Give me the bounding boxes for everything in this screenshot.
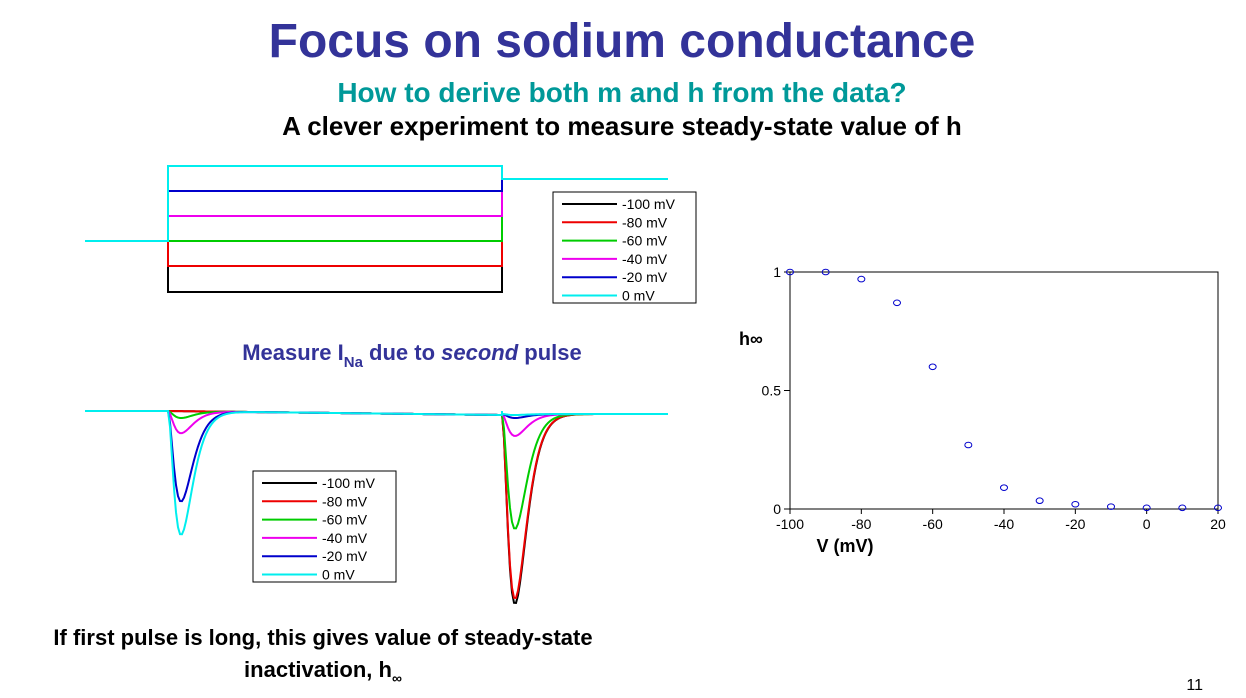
x-tick-label: -80 xyxy=(851,516,871,532)
caption-subscript: Na xyxy=(344,354,364,371)
x-tick-label: -40 xyxy=(994,516,1014,532)
legend-label: -60 mV xyxy=(622,233,668,249)
data-point xyxy=(1071,500,1080,508)
y-axis-label: h∞ xyxy=(739,329,763,349)
legend-label: -20 mV xyxy=(322,548,368,564)
page-number: 11 xyxy=(1186,677,1203,694)
x-axis-label: V (mV) xyxy=(816,536,873,556)
subtitle: How to derive both m and h from the data… xyxy=(337,77,906,108)
y-tick-label: 0 xyxy=(773,501,781,517)
legend-label: -100 mV xyxy=(622,196,676,212)
legend-label: -40 mV xyxy=(322,530,368,546)
caption-part: Measure I xyxy=(242,340,344,365)
x-tick-label: -20 xyxy=(1065,516,1085,532)
data-point xyxy=(786,268,794,276)
data-point xyxy=(1178,504,1187,512)
legend-label: -20 mV xyxy=(622,269,668,285)
plot-frame xyxy=(789,271,1219,510)
y-tick-label: 1 xyxy=(773,264,781,280)
measure-caption: Measure INa due to second pulse xyxy=(242,340,582,371)
legend-box xyxy=(252,470,397,583)
data-point xyxy=(1035,497,1044,505)
footnote: inactivation, h∞ xyxy=(244,657,402,686)
caption-part: due to xyxy=(363,340,441,365)
legend-label: 0 mV xyxy=(322,567,355,583)
x-tick-label: -60 xyxy=(923,516,943,532)
data-point xyxy=(1142,504,1151,512)
voltage-trace xyxy=(85,165,668,242)
data-point xyxy=(821,268,830,276)
x-tick-label: 0 xyxy=(1143,516,1151,532)
data-point xyxy=(928,363,937,371)
legend-label: -100 mV xyxy=(322,475,376,491)
y-tick-label: 0.5 xyxy=(762,383,782,399)
caption-part: pulse xyxy=(518,340,582,365)
data-point xyxy=(964,441,973,449)
legend-box xyxy=(552,191,697,304)
data-point xyxy=(893,299,901,307)
x-tick-label: -100 xyxy=(776,516,804,532)
footnote-subscript: ∞ xyxy=(392,670,402,686)
heading: A clever experiment to measure steady-st… xyxy=(282,111,962,141)
title: Focus on sodium conductance xyxy=(269,15,976,68)
footnote-part: inactivation, h xyxy=(244,657,392,682)
data-point xyxy=(1107,503,1115,510)
caption-emphasis: second xyxy=(441,340,519,365)
current-trace xyxy=(85,410,668,536)
legend-label: -80 mV xyxy=(622,214,668,230)
data-point xyxy=(1214,504,1222,512)
footnote: If first pulse is long, this gives value… xyxy=(53,625,592,650)
x-tick-label: 20 xyxy=(1210,516,1226,532)
legend-label: 0 mV xyxy=(622,288,655,304)
legend-label: -60 mV xyxy=(322,512,368,528)
data-point xyxy=(1000,484,1008,491)
legend-label: -40 mV xyxy=(622,251,668,267)
legend-label: -80 mV xyxy=(322,493,368,509)
data-point xyxy=(857,275,866,283)
